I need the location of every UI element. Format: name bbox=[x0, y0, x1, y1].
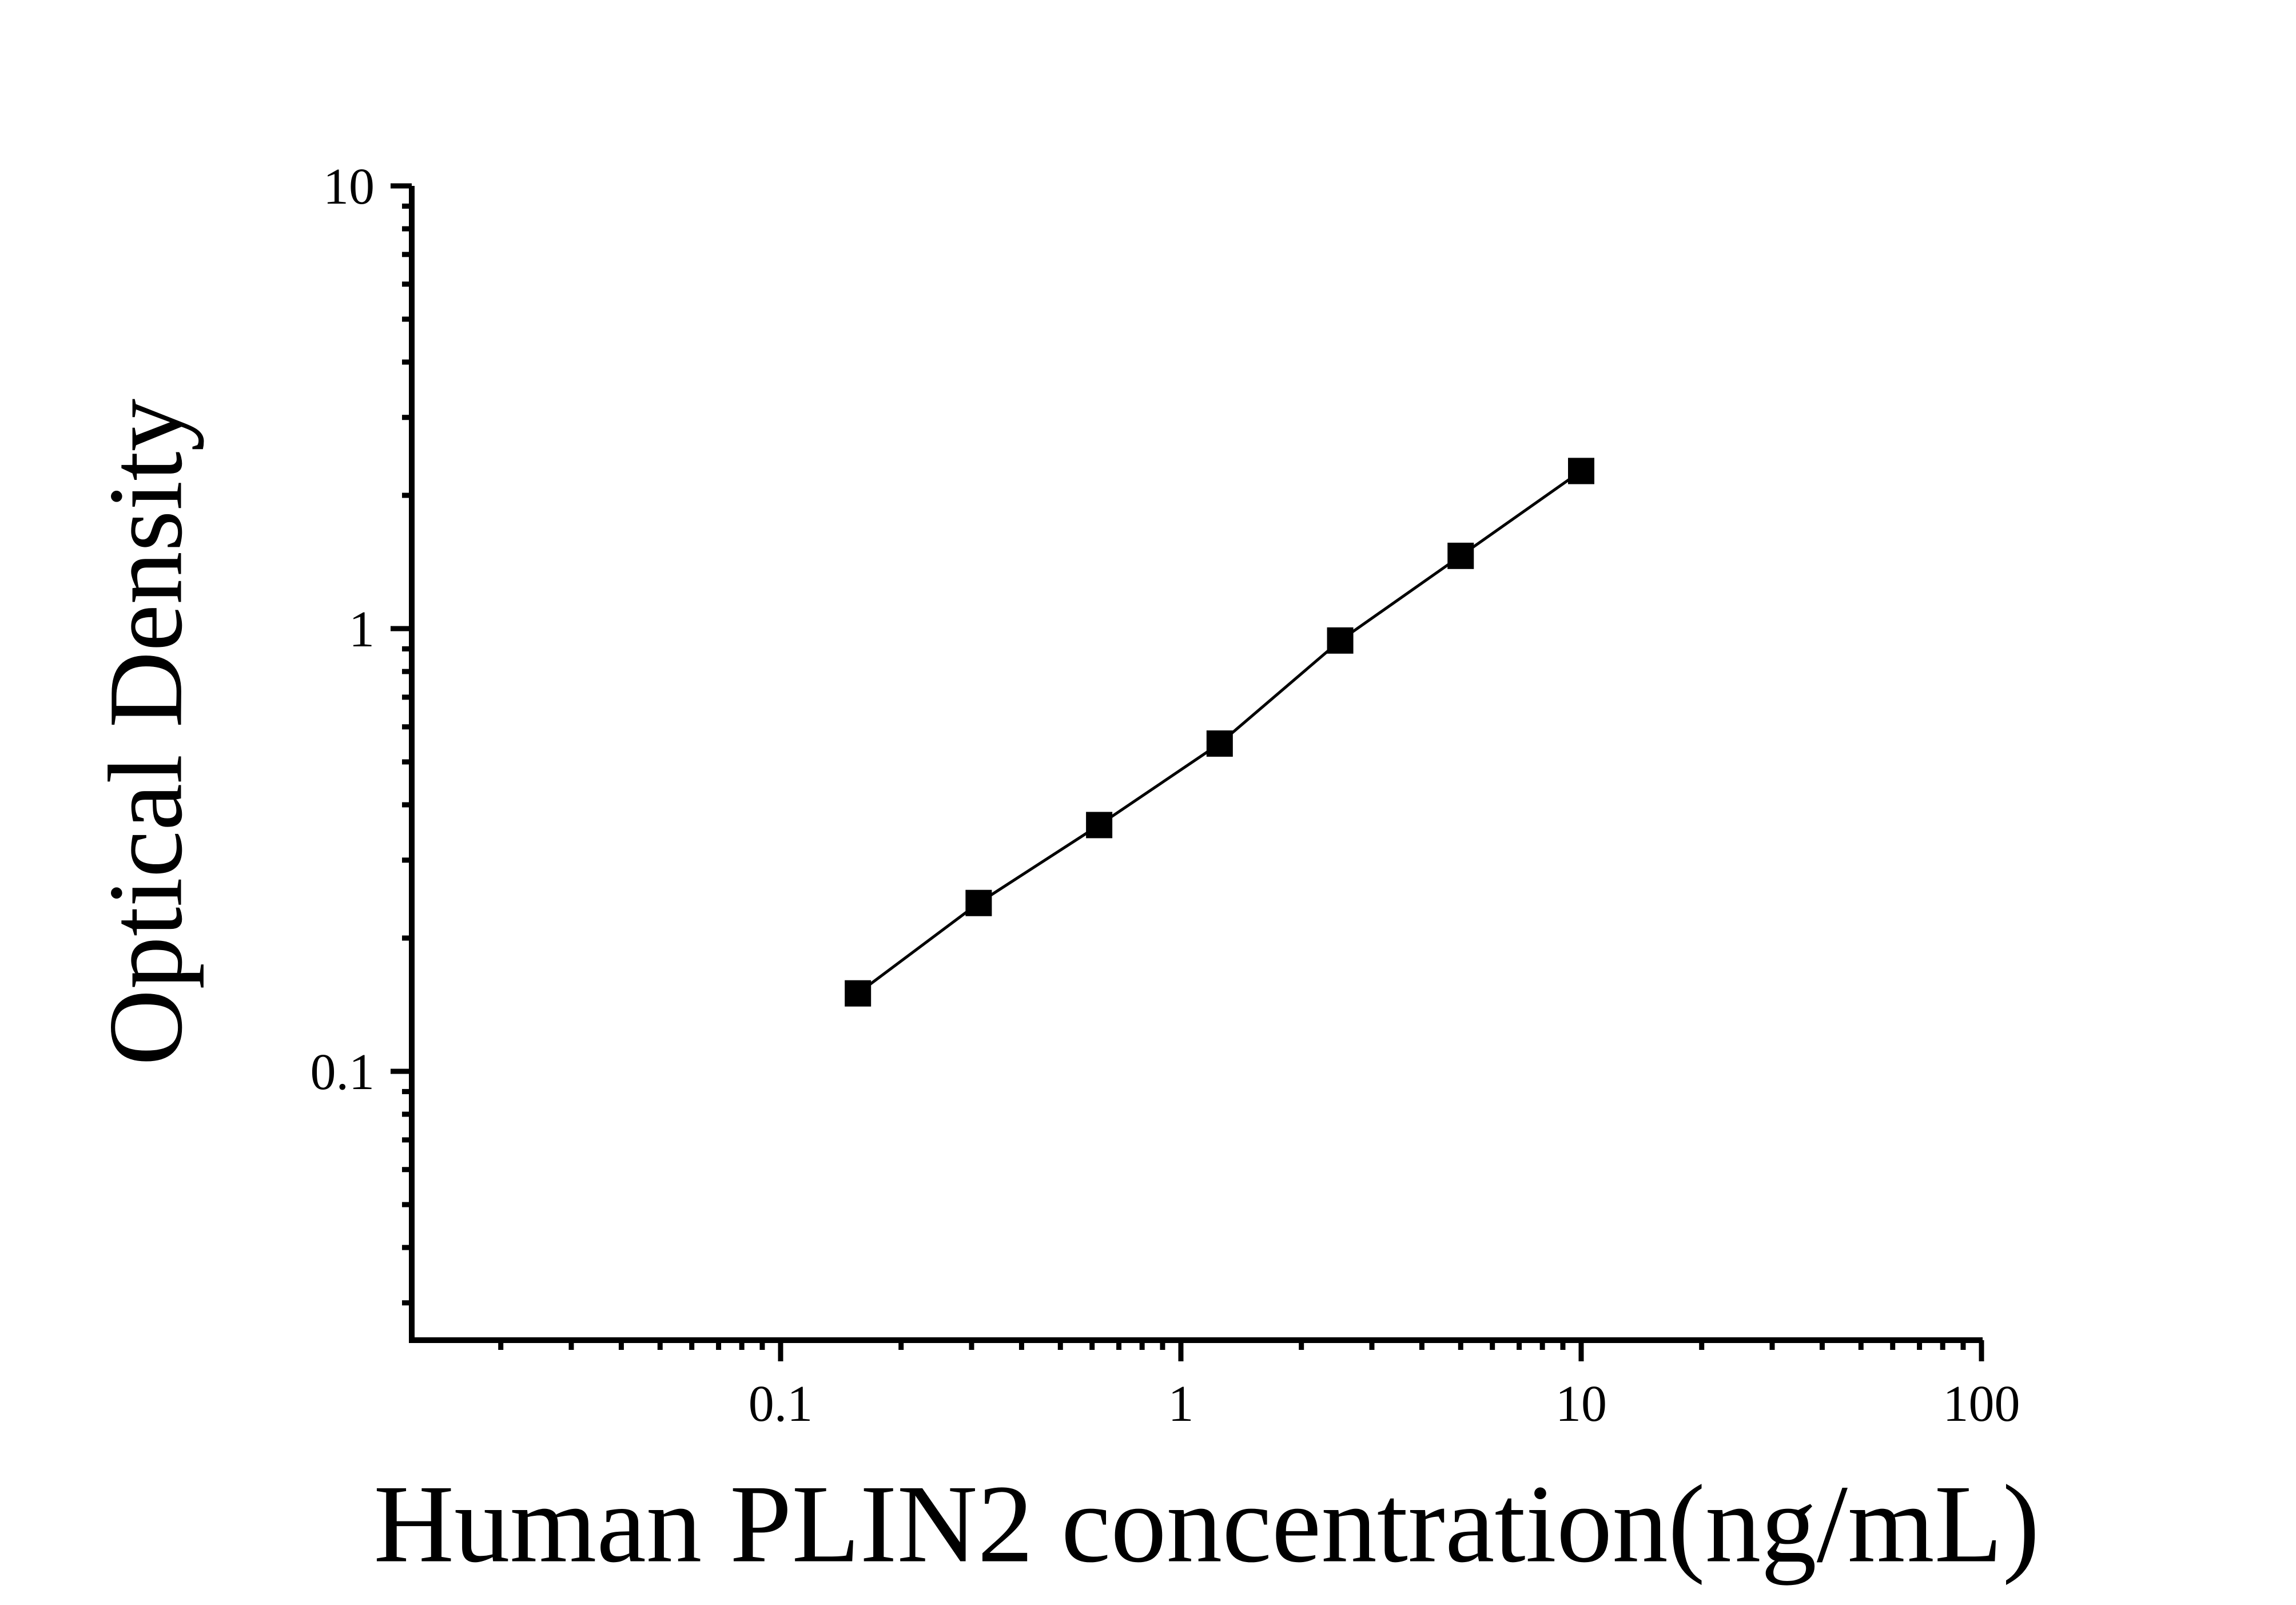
data-point-marker bbox=[845, 980, 872, 1007]
x-axis-tick-label: 10 bbox=[1555, 1376, 1607, 1432]
x-axis-tick-label: 100 bbox=[1943, 1376, 2020, 1432]
data-point-marker bbox=[1568, 458, 1594, 484]
data-point-marker bbox=[1447, 542, 1474, 569]
data-point-marker bbox=[965, 889, 992, 916]
x-axis-tick-label: 1 bbox=[1168, 1376, 1194, 1432]
data-point-marker bbox=[1327, 627, 1354, 654]
y-axis-title: Optical Density bbox=[87, 398, 205, 1066]
x-axis-title: Human PLIN2 concentration(ng/mL) bbox=[373, 1462, 2040, 1586]
y-axis-tick-label: 1 bbox=[349, 601, 375, 658]
y-axis-tick-label: 0.1 bbox=[311, 1044, 375, 1101]
data-point-marker bbox=[1086, 812, 1113, 839]
y-axis-tick-label: 10 bbox=[323, 158, 375, 215]
x-axis-tick-label: 0.1 bbox=[749, 1376, 813, 1432]
data-point-marker bbox=[1206, 730, 1233, 757]
